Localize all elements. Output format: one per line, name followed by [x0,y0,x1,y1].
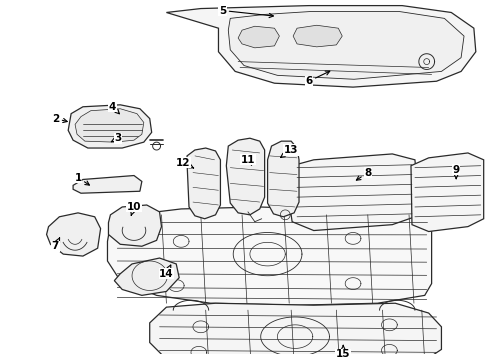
Polygon shape [186,148,220,219]
Polygon shape [46,213,101,256]
Text: 5: 5 [218,5,273,18]
Polygon shape [166,6,475,87]
Text: 13: 13 [280,145,298,158]
Polygon shape [107,207,431,305]
Text: 10: 10 [126,202,141,215]
Polygon shape [114,258,179,295]
Text: 2: 2 [52,113,67,123]
Polygon shape [75,109,143,142]
Text: 4: 4 [108,102,119,114]
Polygon shape [292,25,342,47]
Text: 6: 6 [305,71,329,86]
Text: 11: 11 [240,155,255,165]
Polygon shape [228,12,463,79]
Polygon shape [68,105,151,148]
Text: 8: 8 [356,168,371,180]
Text: 14: 14 [159,265,173,279]
Polygon shape [226,138,264,215]
Polygon shape [267,141,298,217]
Polygon shape [149,303,441,360]
Text: 15: 15 [335,346,350,359]
Text: 7: 7 [52,238,60,251]
Text: 3: 3 [111,133,122,143]
Text: 12: 12 [176,158,193,168]
Text: 1: 1 [74,172,89,185]
Polygon shape [288,154,416,230]
Polygon shape [108,205,161,246]
Polygon shape [410,153,483,231]
Text: 9: 9 [452,165,459,179]
Polygon shape [238,26,279,48]
Polygon shape [73,176,142,193]
